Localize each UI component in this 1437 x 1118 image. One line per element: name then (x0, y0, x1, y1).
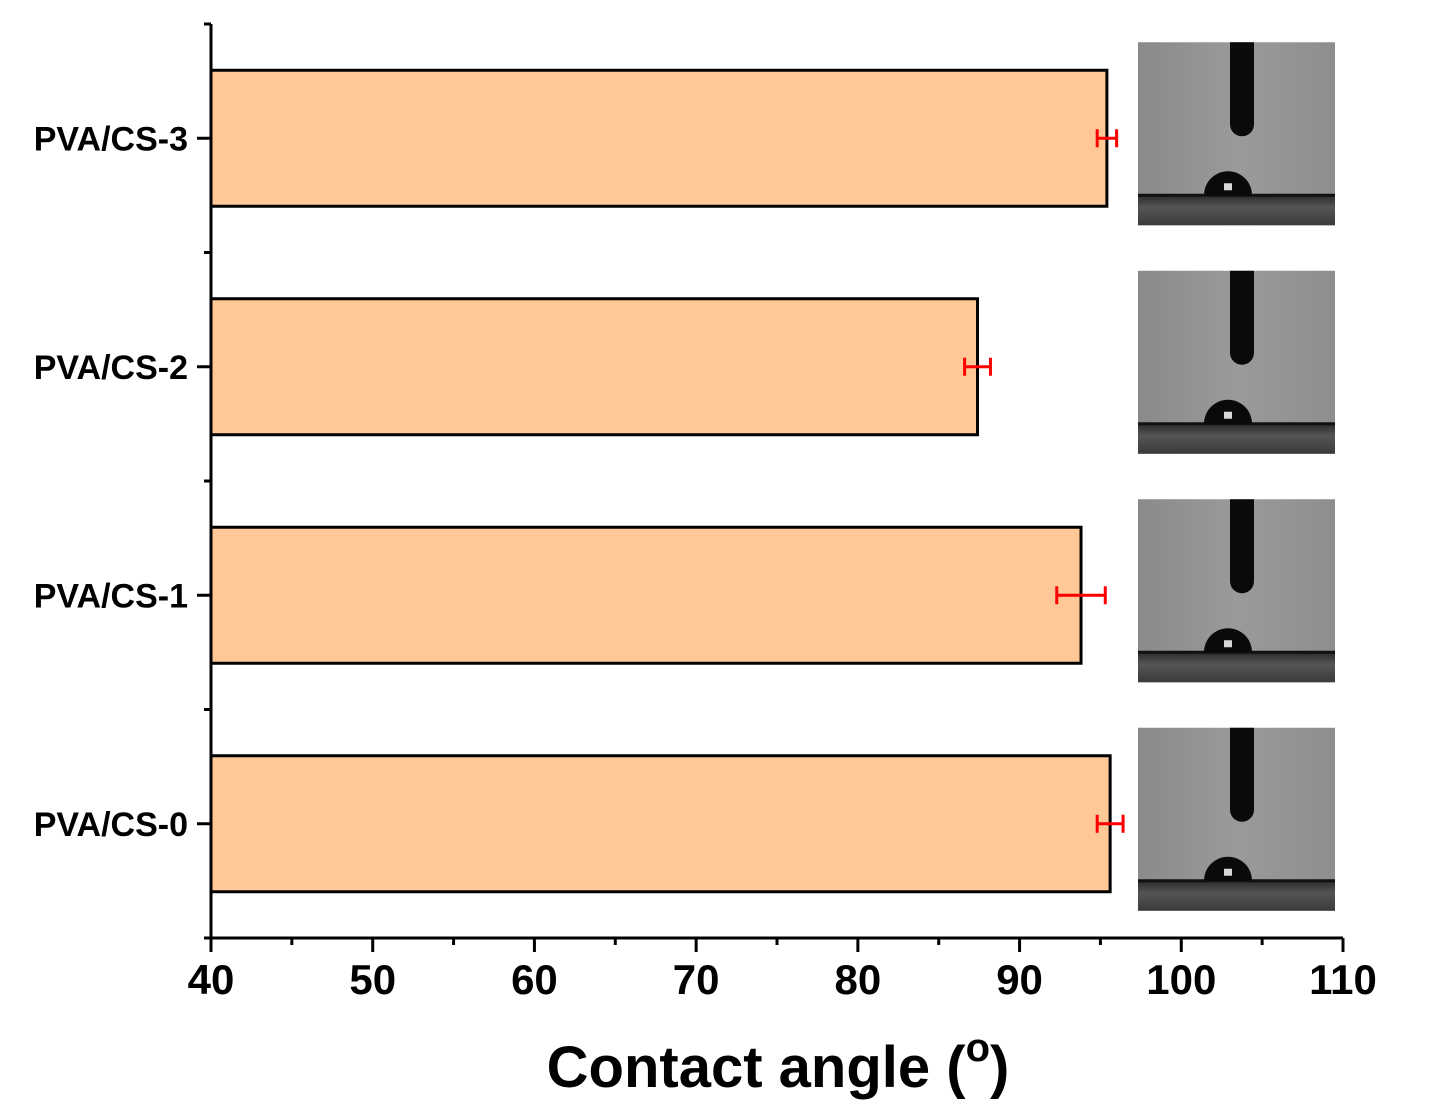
x-axis-title-superscript: o (966, 1026, 990, 1070)
x-tick-label-40: 40 (188, 956, 235, 1003)
x-tick-label-70: 70 (673, 956, 720, 1003)
bar-pva-cs-2 (209, 297, 980, 437)
x-tick-label-60: 60 (511, 956, 558, 1003)
x-tick-label-50: 50 (349, 956, 396, 1003)
bar-pva-cs-1 (209, 525, 1083, 665)
y-tick-label-pva-cs-0: PVA/CS-0 (34, 806, 188, 844)
x-tick-label-100: 100 (1146, 956, 1216, 1003)
bar-pva-cs-3 (209, 68, 1109, 208)
x-tick-label-80: 80 (834, 956, 881, 1003)
y-tick-label-pva-cs-3: PVA/CS-3 (34, 120, 188, 158)
x-axis-title: Contact angle (o) (547, 1026, 1010, 1100)
x-tick-label-110: 110 (1309, 956, 1377, 1003)
error-bar-pva-cs-1 (1055, 586, 1107, 605)
error-bar-pva-cs-2 (963, 357, 992, 376)
droplet-photo-pva-cs-0 (1138, 727, 1335, 911)
x-tick-label-90: 90 (996, 956, 1043, 1003)
droplet-photo-pva-cs-2 (1138, 270, 1335, 454)
bar-pva-cs-0 (209, 754, 1112, 894)
droplet-photo-pva-cs-1 (1138, 499, 1335, 683)
error-bar-pva-cs-3 (1095, 129, 1119, 148)
droplet-photo-pva-cs-3 (1138, 42, 1335, 226)
y-tick-label-pva-cs-2: PVA/CS-2 (34, 349, 188, 387)
y-tick-label-pva-cs-1: PVA/CS-1 (34, 577, 188, 615)
error-bar-pva-cs-0 (1095, 814, 1125, 833)
